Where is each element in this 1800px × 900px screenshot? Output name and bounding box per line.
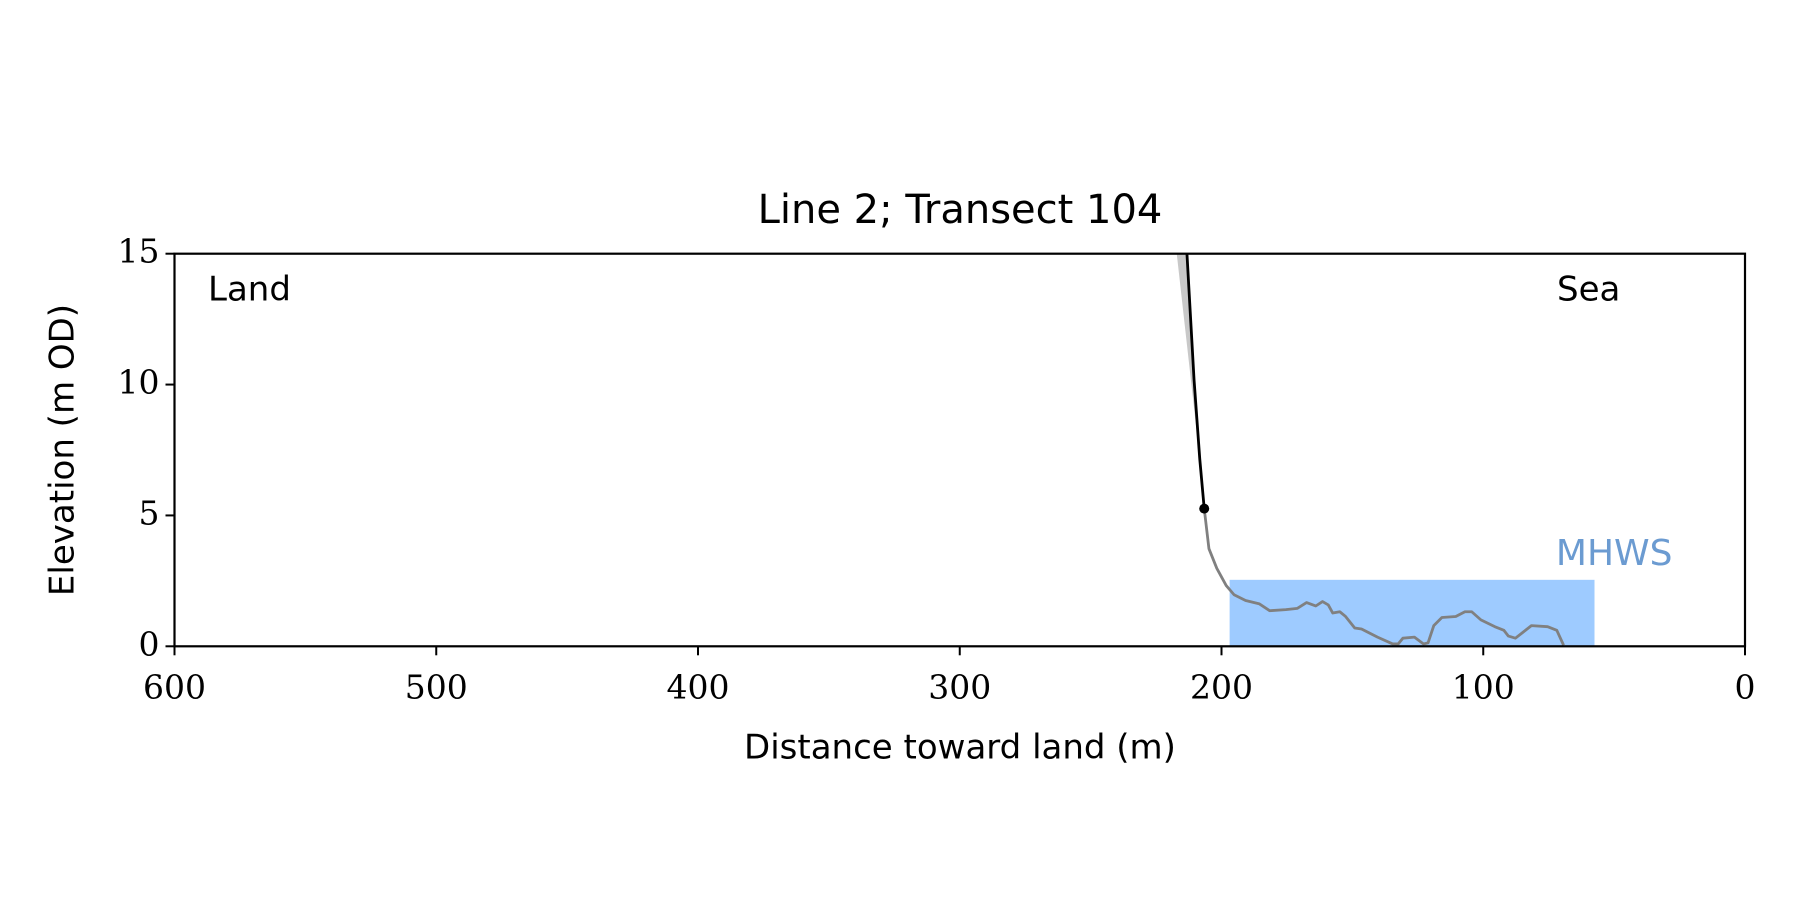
y-tick-label: 10 — [118, 363, 160, 402]
mhws-label: MHWS — [1556, 533, 1673, 574]
y-tick-label: 5 — [139, 493, 160, 532]
point — [1199, 503, 1210, 514]
annotation: Sea — [1557, 270, 1620, 310]
x-tick-label: 200 — [1190, 667, 1253, 706]
x-axis-label: Distance toward land (m) — [744, 728, 1176, 768]
profile-line — [1202, 508, 1565, 646]
x-tick-label: 500 — [405, 667, 468, 706]
plot-area: MHWS — [1176, 253, 1673, 647]
mhws-area — [1229, 579, 1595, 647]
x-tick-label: 100 — [1452, 667, 1515, 706]
annotation: Land — [208, 270, 291, 310]
y-axis-label: Elevation (m OD) — [43, 304, 83, 596]
y-tick-label: 15 — [118, 232, 160, 271]
x-tick-label: 300 — [928, 667, 991, 706]
y-tick-label: 0 — [139, 624, 160, 663]
x-tick-label: 0 — [1735, 667, 1756, 706]
profile-line — [1185, 253, 1206, 509]
x-tick-label: 400 — [667, 667, 730, 706]
shaded-band — [1176, 253, 1200, 460]
x-tick-label: 600 — [143, 667, 206, 706]
chart-title: Line 2; Transect 104 — [758, 187, 1163, 233]
